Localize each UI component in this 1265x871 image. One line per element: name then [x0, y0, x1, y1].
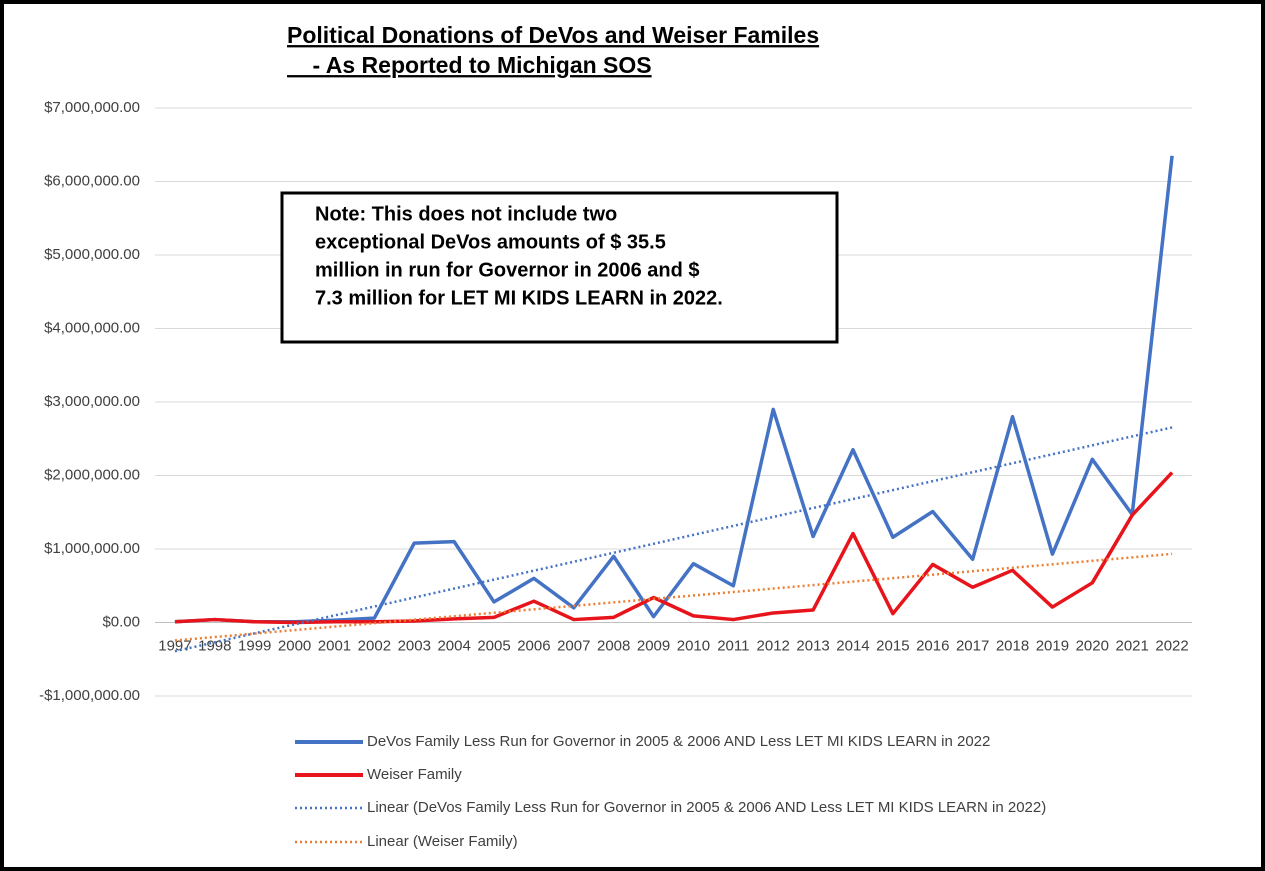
note-box [280, 191, 839, 344]
x-tick-label: 2021 [1115, 637, 1148, 654]
x-tick-label: 2001 [318, 637, 351, 654]
x-tick-label: 2010 [677, 637, 710, 654]
x-tick-label: 2008 [597, 637, 630, 654]
y-tick-label: $5,000,000.00 [44, 246, 140, 263]
legend-label: Linear (DeVos Family Less Run for Govern… [367, 799, 1046, 816]
y-tick-label: $4,000,000.00 [44, 319, 140, 336]
x-tick-label: 2012 [757, 637, 790, 654]
y-tick-label: $0.00 [102, 613, 140, 630]
chart-subtitle: - As Reported to Michigan SOS [287, 52, 652, 78]
y-tick-label: -$1,000,000.00 [39, 687, 140, 704]
note-text: Note: This does not include two [315, 203, 617, 225]
x-tick-label: 2003 [398, 637, 431, 654]
note-text: exceptional DeVos amounts of $ 35.5 [315, 231, 666, 253]
x-tick-label: 2022 [1155, 637, 1188, 654]
legend-label: DeVos Family Less Run for Governor in 20… [367, 733, 990, 750]
series-line [174, 155, 1174, 624]
x-tick-label: 2000 [278, 637, 311, 654]
x-tick-label: 2005 [477, 637, 510, 654]
x-tick-label: 2016 [916, 637, 949, 654]
y-tick-label: $3,000,000.00 [44, 393, 140, 410]
x-tick-label: 2020 [1076, 637, 1109, 654]
x-tick-label: 2007 [557, 637, 590, 654]
x-tick-label: 2009 [637, 637, 670, 654]
x-tick-label: 2013 [796, 637, 829, 654]
y-tick-label: $1,000,000.00 [44, 540, 140, 557]
x-tick-label: 2006 [517, 637, 550, 654]
series-line [174, 471, 1174, 625]
chart-title: Political Donations of DeVos and Weiser … [287, 22, 819, 48]
x-tick-label: 1999 [238, 637, 271, 654]
y-tick-label: $2,000,000.00 [44, 466, 140, 483]
note-text: million in run for Governor in 2006 and … [315, 259, 700, 281]
note-text: 7.3 million for LET MI KIDS LEARN in 202… [315, 287, 723, 309]
x-tick-label: 1997 [158, 637, 191, 654]
y-tick-label: $6,000,000.00 [44, 172, 140, 189]
x-tick-label: 2019 [1036, 637, 1069, 654]
x-tick-label: 2017 [956, 637, 989, 654]
trend-line [174, 552, 1173, 642]
x-tick-label: 2002 [358, 637, 391, 654]
x-tick-label: 1998 [198, 637, 231, 654]
legend-label: Linear (Weiser Family) [367, 833, 518, 850]
trend-line [174, 426, 1173, 653]
x-tick-label: 2015 [876, 637, 909, 654]
x-tick-label: 2018 [996, 637, 1029, 654]
x-tick-label: 2014 [836, 637, 869, 654]
x-tick-label: 2011 [717, 637, 749, 654]
y-tick-label: $7,000,000.00 [44, 99, 140, 116]
x-tick-label: 2004 [437, 637, 470, 654]
legend-label: Weiser Family [367, 766, 462, 783]
